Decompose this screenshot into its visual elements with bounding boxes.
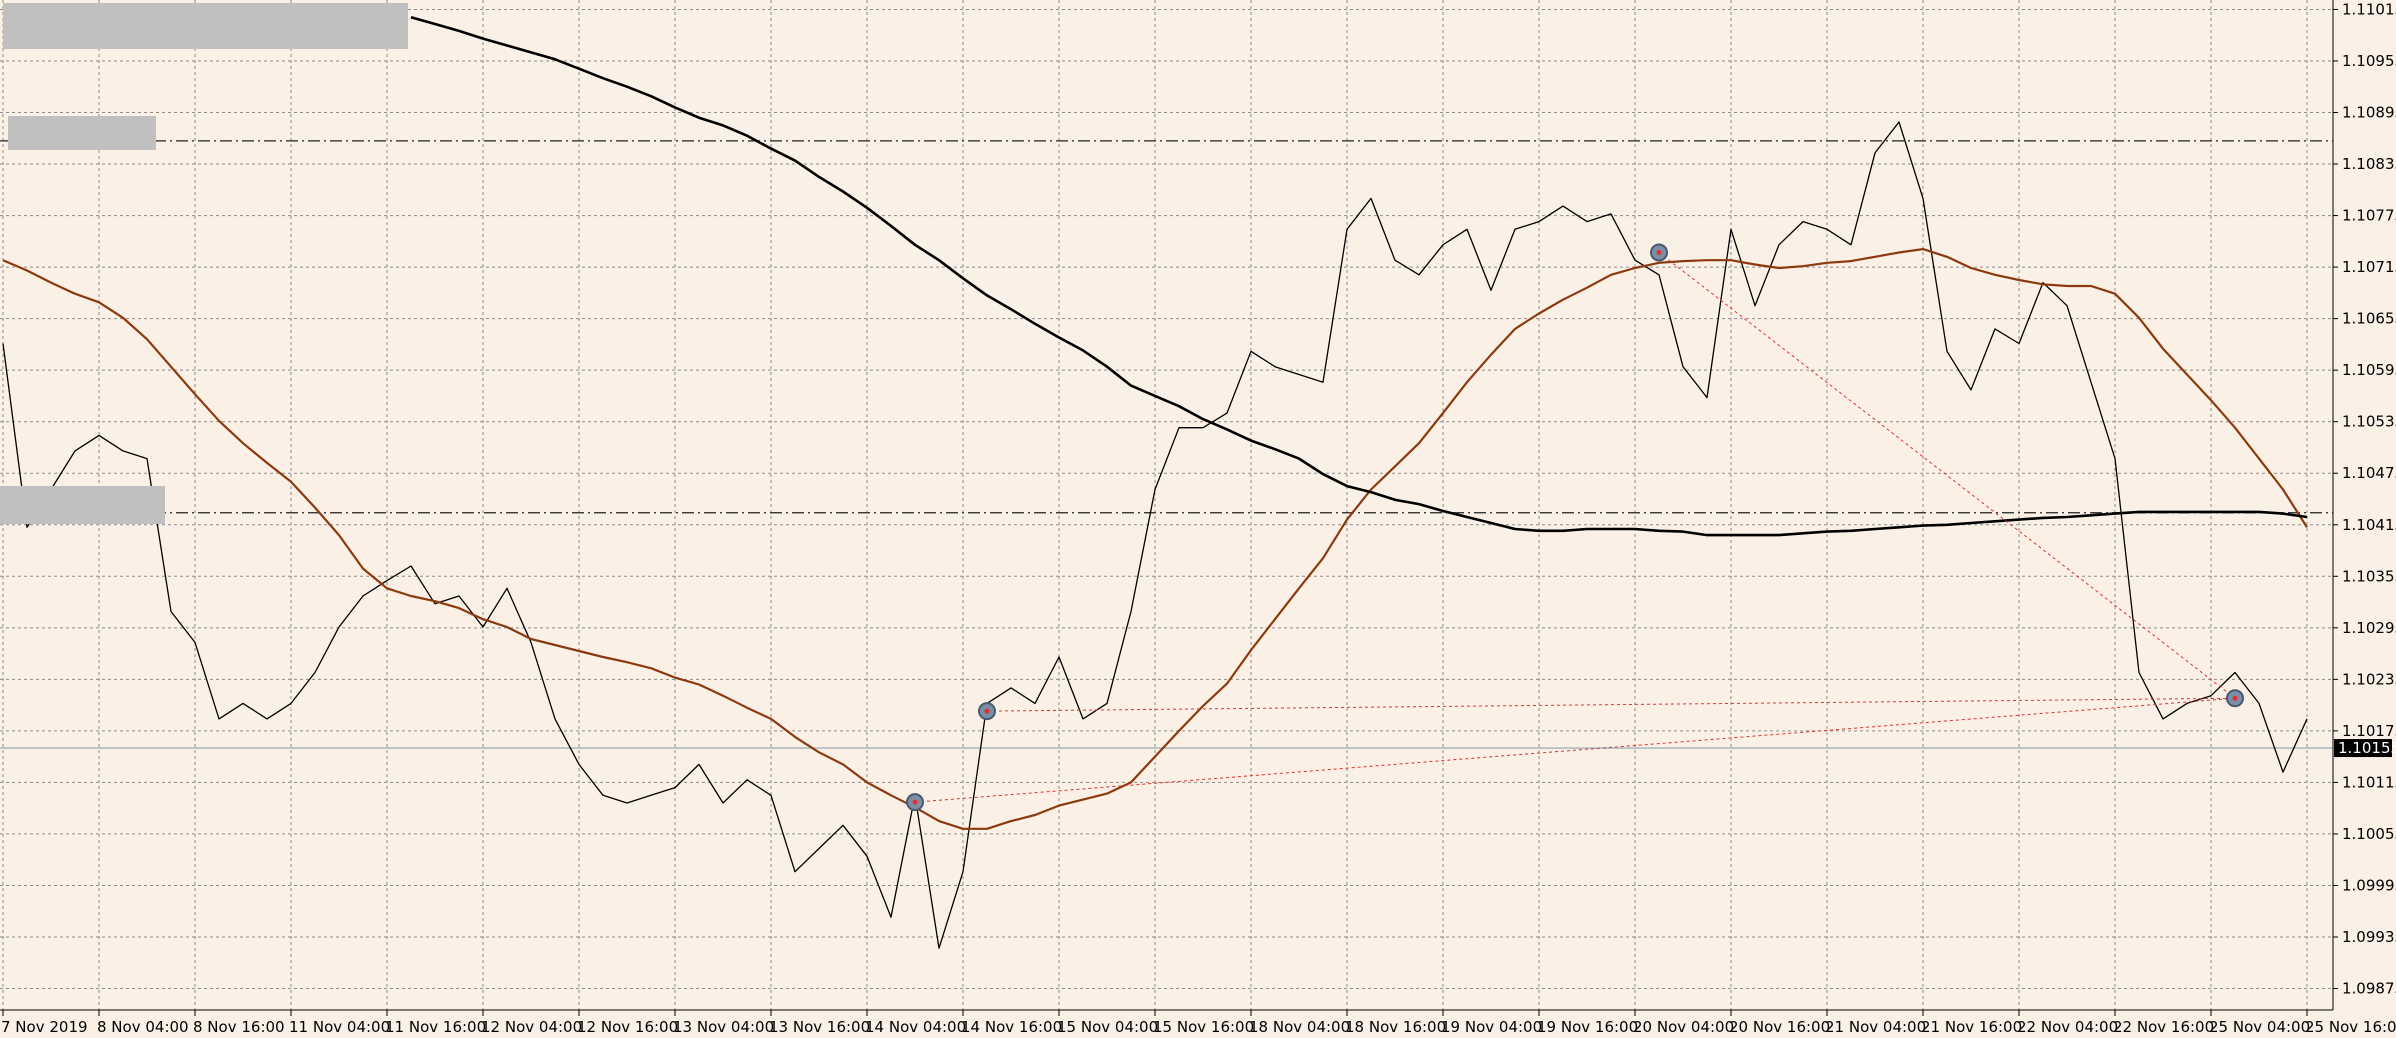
redacted-box <box>0 486 165 524</box>
x-tick-label: 25 Nov 04:00 <box>2209 1018 2310 1036</box>
trade-link <box>986 697 2236 712</box>
y-tick-label: 1.10175 <box>2342 722 2396 740</box>
x-tick-label: 20 Nov 04:00 <box>1633 1018 1734 1036</box>
x-tick-label: 25 Nov 16:00 <box>2305 1018 2396 1036</box>
x-tick-label: 18 Nov 16:00 <box>1345 1018 1446 1036</box>
plot-area <box>0 0 2333 1010</box>
x-tick-label: 19 Nov 04:00 <box>1441 1018 1542 1036</box>
trade-marker-dot <box>2232 695 2238 701</box>
series-line <box>2 121 2308 949</box>
y-tick-label: 1.10895 <box>2342 104 2396 122</box>
x-tick-label: 12 Nov 16:00 <box>577 1018 678 1036</box>
y-tick-label: 1.10595 <box>2342 361 2396 379</box>
series-line <box>2 248 2308 830</box>
x-tick-label: 13 Nov 04:00 <box>673 1018 774 1036</box>
y-tick-label: 1.10055 <box>2342 825 2396 843</box>
x-tick-label: 15 Nov 04:00 <box>1057 1018 1158 1036</box>
y-tick-label: 1.09995 <box>2342 876 2396 894</box>
x-tick-label: 14 Nov 04:00 <box>865 1018 966 1036</box>
redacted-box <box>8 116 156 150</box>
x-tick-label: 11 Nov 04:00 <box>289 1018 390 1036</box>
trade-marker-dot <box>912 799 918 805</box>
x-tick-label: 21 Nov 04:00 <box>1825 1018 1926 1036</box>
y-tick-label: 1.11015 <box>2342 0 2396 18</box>
x-tick-label: 13 Nov 16:00 <box>769 1018 870 1036</box>
x-tick-label: 19 Nov 16:00 <box>1537 1018 1638 1036</box>
y-tick-label: 1.10655 <box>2342 310 2396 328</box>
trade-link <box>914 697 2236 803</box>
y-tick-label: 1.10775 <box>2342 207 2396 225</box>
x-tick-label: 14 Nov 16:00 <box>961 1018 1062 1036</box>
y-tick-label: 1.10235 <box>2342 670 2396 688</box>
y-tick-label: 1.10115 <box>2342 773 2396 791</box>
x-tick-label: 7 Nov 2019 <box>1 1018 88 1036</box>
x-tick-label: 20 Nov 16:00 <box>1729 1018 1830 1036</box>
y-tick-label: 1.10715 <box>2342 258 2396 276</box>
x-tick-label: 18 Nov 04:00 <box>1249 1018 1350 1036</box>
current-price-label: 1.10155 <box>2338 739 2396 757</box>
y-tick-label: 1.10355 <box>2342 567 2396 585</box>
y-tick-label: 1.10475 <box>2342 464 2396 482</box>
trade-link <box>1658 252 2236 699</box>
y-tick-label: 1.09935 <box>2342 928 2396 946</box>
x-tick-label: 15 Nov 16:00 <box>1153 1018 1254 1036</box>
x-tick-label: 21 Nov 16:00 <box>1921 1018 2022 1036</box>
x-tick-label: 11 Nov 16:00 <box>385 1018 486 1036</box>
redacted-box <box>3 3 408 49</box>
x-tick-label: 8 Nov 16:00 <box>193 1018 285 1036</box>
trade-marker-dot <box>984 708 990 714</box>
x-tick-label: 12 Nov 04:00 <box>481 1018 582 1036</box>
series-line <box>410 15 2308 537</box>
x-tick-label: 22 Nov 04:00 <box>2017 1018 2118 1036</box>
y-tick-label: 1.10955 <box>2342 52 2396 70</box>
y-tick-label: 1.09875 <box>2342 980 2396 998</box>
y-tick-label: 1.10835 <box>2342 155 2396 173</box>
current-price-box <box>2334 739 2392 758</box>
y-tick-label: 1.10535 <box>2342 413 2396 431</box>
y-tick-label: 1.10295 <box>2342 619 2396 637</box>
trade-marker-dot <box>1656 250 1662 255</box>
x-tick-label: 8 Nov 04:00 <box>97 1018 189 1036</box>
y-tick-label: 1.10415 <box>2342 516 2396 534</box>
x-tick-label: 22 Nov 16:00 <box>2113 1018 2214 1036</box>
